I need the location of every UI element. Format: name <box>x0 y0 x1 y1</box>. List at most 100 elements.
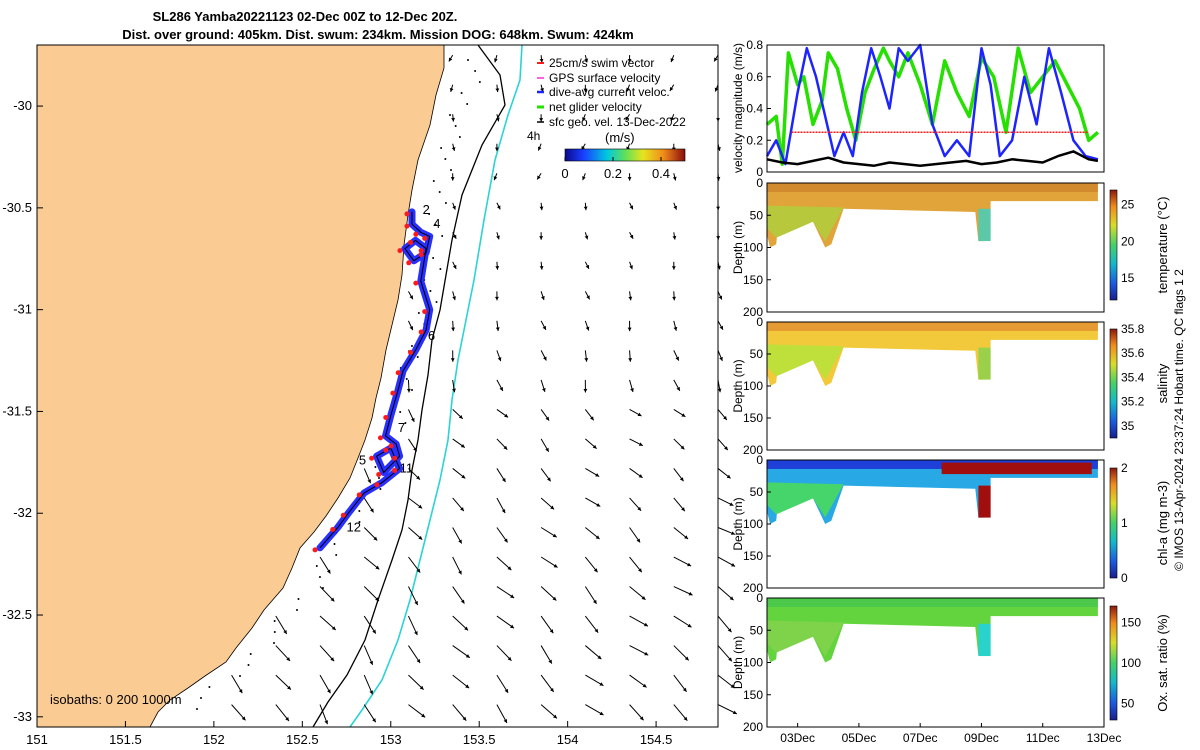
velocity-arrowhead <box>451 117 455 122</box>
coast-grid-dot <box>429 290 432 292</box>
velocity-arrowhead <box>409 326 414 331</box>
section-colorbar <box>1109 189 1118 301</box>
velocity-arrowhead <box>595 535 600 540</box>
velocity-arrowhead <box>636 538 641 543</box>
velocity-arrowhead <box>367 479 371 484</box>
velocity-arrowhead <box>452 296 456 301</box>
section-colorbar-label: temperature (°C) <box>1155 197 1170 294</box>
coast-grid-dot <box>239 675 241 677</box>
velocity-arrowhead <box>542 325 546 330</box>
velocity-arrowhead <box>682 687 687 692</box>
velocity-arrowhead <box>496 205 501 210</box>
coast-grid-dot <box>454 125 457 127</box>
coast-grid-dot <box>335 554 338 556</box>
swim-vector-dot <box>340 512 346 518</box>
velocity-arrowhead <box>414 631 418 636</box>
velocity-arrowhead <box>413 447 417 452</box>
velocity-arrowhead <box>672 176 677 181</box>
velocity-arrowhead <box>684 535 689 540</box>
section-ytick-label: 100 <box>743 656 763 670</box>
coast-grid-dot <box>478 81 481 83</box>
section-chla-panel: 0 50 100 150 200 Depth (m) 0 1 2 chl-a (mg m-3) <box>731 453 1170 595</box>
velocity-arrowhead <box>719 356 723 361</box>
track-label: 11 <box>400 461 414 476</box>
velocity-arrowhead <box>731 531 735 535</box>
section-ytick-label: 50 <box>750 208 764 222</box>
velocity-arrowhead <box>582 176 586 181</box>
velocity-arrowhead <box>539 265 544 270</box>
velocity-arrowhead <box>594 628 599 633</box>
velocity-arrowhead <box>324 720 329 725</box>
coast-grid-dot <box>439 268 442 270</box>
velocity-arrowhead <box>593 568 598 573</box>
velocity-arrowhead <box>416 475 420 480</box>
section-chla-maximum <box>941 462 1092 475</box>
coast-grid-dot <box>466 103 469 105</box>
velocity-arrowhead <box>680 445 685 450</box>
velocity-arrowhead <box>327 689 331 694</box>
velocity-arrowhead <box>539 58 544 63</box>
coast-grid-dot <box>434 224 437 226</box>
velocity-arrowhead <box>627 59 632 63</box>
coast-grid-dot <box>417 312 420 314</box>
colorbar-unit: (m/s) <box>605 130 635 145</box>
velocity-arrowhead <box>452 234 457 239</box>
velocity-arrowhead <box>537 146 542 151</box>
swim-vector-dot <box>422 309 428 315</box>
section-ylabel: Depth (m) <box>731 636 745 689</box>
map-colorbar <box>564 148 686 162</box>
velocity-arrowhead <box>495 296 499 301</box>
legend-swim: 25cm/s swim vector <box>549 56 654 70</box>
velocity-ylabel: velocity magnitude (m/s) <box>731 43 745 173</box>
velocity-arrowhead <box>626 87 630 92</box>
section-ytick-label: 200 <box>743 581 763 595</box>
velocity-arrowhead <box>672 235 677 240</box>
coast-grid-dot <box>399 411 402 413</box>
velocity-series-dive-avg-current-veloc- <box>765 43 1099 166</box>
map-xtick-label: 152.5 <box>286 732 319 747</box>
velocity-arrowhead <box>543 356 547 361</box>
swim-vector-dot <box>404 223 410 229</box>
coast-grid-dot <box>458 136 461 138</box>
section-colorbar-tick-label: 35.8 <box>1121 322 1145 336</box>
velocity-arrowhead <box>503 538 508 543</box>
velocity-arrowhead <box>724 446 728 451</box>
velocity-arrowhead <box>495 266 500 270</box>
swim-vector-dot <box>356 492 362 498</box>
velocity-series <box>765 43 1100 167</box>
section-colorbar-tick-label: 35.4 <box>1121 370 1145 384</box>
legend-geo: sfc geo. vel. 13-Dec-2022 <box>549 115 686 129</box>
velocity-arrowhead <box>493 176 498 181</box>
track-day-labels: 24 6 7 5 11 12 <box>347 202 441 535</box>
velocity-arrowhead <box>409 295 413 300</box>
section-deep-layer <box>767 482 844 518</box>
velocity-arrowhead <box>729 596 734 601</box>
velocity-arrowhead <box>673 326 678 331</box>
map-ytick-label: -32 <box>13 505 32 520</box>
swim-vector-dot <box>408 239 414 245</box>
velocity-arrowhead <box>375 597 379 602</box>
map-ytick-label: -31 <box>13 302 32 317</box>
legend-net: net glider velocity <box>549 100 642 114</box>
section-colorbar-label: chl-a (mg m-3) <box>1155 481 1170 566</box>
velocity-arrowhead <box>676 386 680 391</box>
velocity-arrowhead <box>539 236 544 240</box>
velocity-arrowhead <box>372 629 376 634</box>
section-ytick-label: 0 <box>756 315 763 329</box>
velocity-arrowhead <box>688 591 693 596</box>
map-legend: 25cm/s swim vector GPS surface velocity … <box>537 56 686 129</box>
velocity-arrowhead <box>717 388 722 393</box>
section-ytick-label: 0 <box>756 176 763 190</box>
velocity-arrowhead <box>501 477 506 482</box>
coast-grid-dot <box>315 565 318 567</box>
velocity-arrowhead <box>461 474 466 479</box>
velocity-arrowhead <box>590 416 594 421</box>
swim-vector-marks <box>312 211 428 553</box>
section-colorbar <box>1109 467 1118 579</box>
swim-vector-dot <box>404 211 410 217</box>
velocity-arrowhead <box>539 206 544 211</box>
map-panel: 24 6 7 5 11 12 151 151.5 152 152.5 153 153.5 154 154… <box>2 44 738 747</box>
velocity-arrowhead <box>450 177 455 181</box>
velocity-arrowhead <box>541 296 545 300</box>
velocity-arrowhead <box>458 414 463 419</box>
